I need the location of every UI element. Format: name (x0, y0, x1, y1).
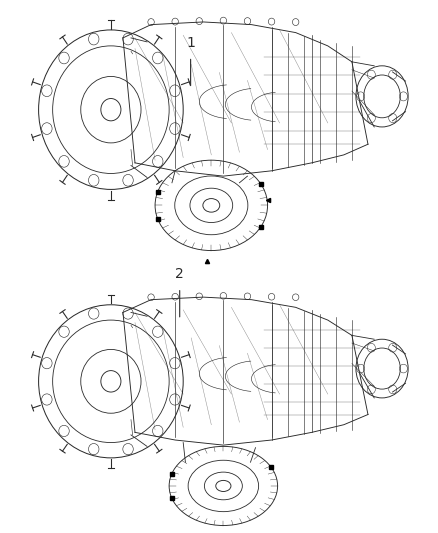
Text: 1: 1 (186, 36, 195, 50)
Text: 2: 2 (175, 268, 184, 281)
